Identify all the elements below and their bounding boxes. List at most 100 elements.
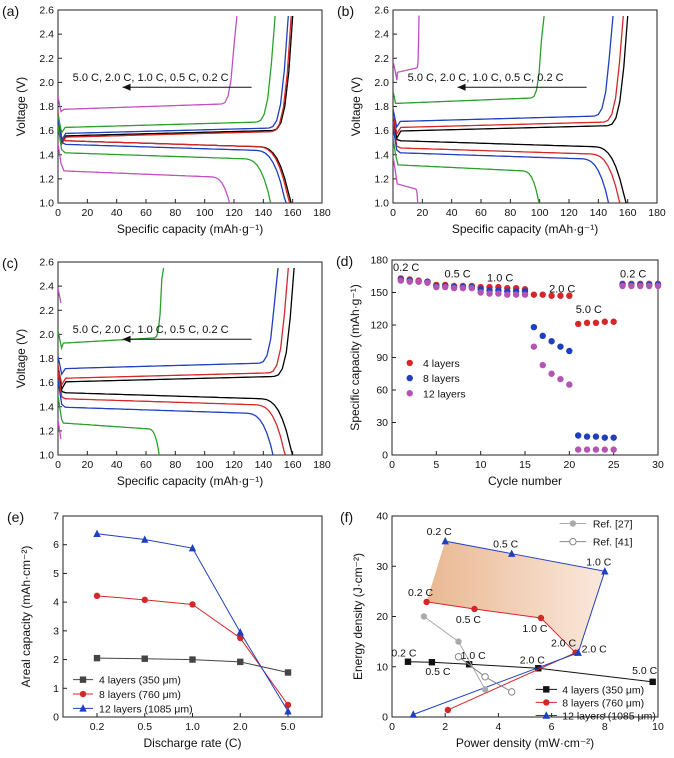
charge-curve [58,15,289,142]
curves [58,15,294,203]
charge-curve [58,15,292,146]
data-point [459,284,467,292]
y-tick-label: 2.6 [39,257,54,269]
data-point [601,434,608,441]
legend-label: 8 layers [423,373,460,385]
y-tick-label: 1.6 [374,125,389,137]
panel-label: (f) [340,509,353,525]
legend-label: Ref. [41] [593,537,633,549]
data-point [477,289,484,296]
x-tick-label: 100 [196,459,214,471]
data-point [592,446,600,453]
x-axis-label: Specific capacity (mAh·g⁻¹) [452,222,598,236]
rate-arrow-head [122,83,131,91]
y-tick-label: 1.4 [374,149,389,161]
y-tick-label: 2.6 [374,5,389,17]
discharge-curve [393,137,540,203]
legend-marker [79,690,87,698]
data-point [444,706,452,714]
data-point [428,659,436,666]
data-point [583,433,591,440]
legend-label: 12 layers (1085 μm) [562,710,656,722]
y-tick-label: 0 [382,450,388,462]
rate-annotation: 5.0 C, 2.0 C, 1.0 C, 0.5 C, 0.2 C [73,324,229,336]
charge-curve [393,15,624,136]
data-point [601,318,608,325]
data-point [521,291,529,298]
data-point [423,598,430,606]
rate-label: 0.2 C [620,268,646,280]
shaded-region [426,541,605,653]
plot-frame [392,9,658,204]
data-point [548,370,555,377]
y-tick-label: 1 [53,683,59,695]
data-point [530,343,538,350]
y-tick-label: 2.2 [39,305,54,317]
discharge-curve [393,125,610,203]
y-tick-label: 2.0 [39,77,54,89]
data-point [409,710,417,718]
legend-marker [79,676,87,683]
x-tick-label: 40 [446,207,458,219]
panel-c: 0 20 40 60 80 100 120 140 160 180 1.0 1.2 1.4 1.6 1.8 2… [2,255,331,488]
y-tick-label: 120 [370,320,388,332]
x-tick-label: 40 [111,207,123,219]
rate-label: 2.0 C [582,644,608,656]
y-tick-label: 30 [376,561,388,573]
rate-label: 0.2 C [427,526,453,538]
data-point [592,433,600,440]
charge-curve [58,267,289,387]
data-point [237,658,244,666]
y-tick-label: 1.2 [39,173,54,185]
data-point [548,292,555,299]
discharge-curve [58,380,274,455]
x-axis-label: Cycle number [488,474,562,488]
y-tick-label: 2.4 [39,29,54,41]
discharge-curve [58,420,62,440]
y-tick-label: 1.6 [39,125,54,137]
x-tick-label: 180 [313,459,331,471]
data-point [468,284,475,292]
x-tick-label: 20 [563,459,575,471]
y-tick-label: 1.0 [39,198,54,210]
data-point [557,292,564,299]
legend-marker [406,374,413,382]
rate-label: 1.0 C [586,556,612,568]
charge-curve [58,15,276,135]
charge-curve [393,15,545,104]
y-tick-label: 2 [53,654,59,666]
x-tick-label: 25 [608,459,620,471]
x-tick-label: 60 [140,459,152,471]
y-axis-label: Areal capacity (mAh·cm⁻²) [19,546,33,688]
data-point [495,290,502,297]
x-tick-label: 2 [442,721,448,733]
data-point [566,292,573,299]
data-point [592,319,600,327]
rate-label: 0.5 C [493,539,519,551]
legend-marker [569,520,577,527]
x-tick-label: 140 [255,207,273,219]
data-point [433,283,440,291]
data-point [610,434,617,441]
data-point [141,596,148,604]
legend-marker [569,537,577,546]
rate-annotation: 5.0 C, 2.0 C, 1.0 C, 0.5 C, 0.2 C [408,72,564,84]
data-point [539,332,546,340]
panel-e: 0.2 0.5 1.0 2.0 5.0 0 1 2 3 4 5 6 7 Discharge rate (C… [7,509,323,750]
plot-frame [57,261,323,456]
x-tick-label: 160 [284,459,302,471]
y-tick-label: 20 [376,611,388,623]
y-tick-label: 150 [370,287,388,299]
legend-marker [79,704,87,712]
data-point [619,282,626,290]
y-tick-label: 1.0 [39,450,54,462]
charge-curve [58,288,62,304]
discharge-curve [58,125,272,203]
x-tick-label: 20 [81,459,93,471]
data-point [557,375,564,383]
y-tick-label: 2.2 [39,53,54,65]
data-point [539,291,546,298]
data-point [284,707,292,715]
x-tick-label: 140 [590,207,608,219]
data-point [610,446,617,453]
